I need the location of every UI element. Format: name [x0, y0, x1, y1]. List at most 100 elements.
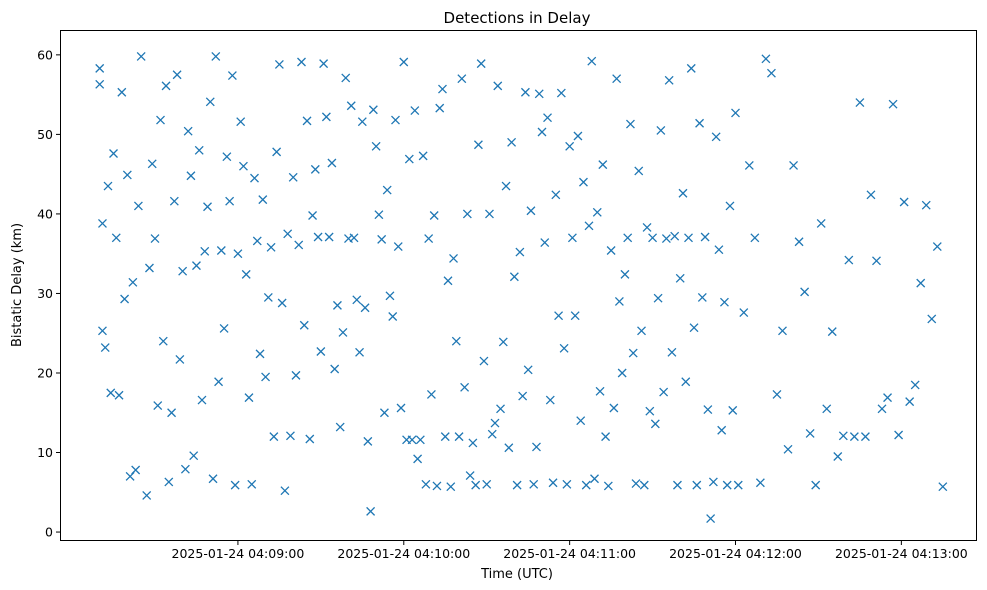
data-point: [255, 349, 265, 359]
data-point: [523, 365, 533, 375]
data-point: [266, 242, 276, 252]
data-point: [95, 63, 105, 73]
data-point: [744, 160, 754, 170]
data-point: [189, 451, 199, 461]
data-point: [197, 395, 207, 405]
data-point: [316, 347, 326, 356]
data-point: [413, 454, 423, 464]
data-point: [827, 327, 837, 337]
data-point: [120, 294, 130, 304]
data-point: [460, 382, 470, 392]
data-point: [471, 480, 481, 490]
data-point: [327, 158, 337, 168]
x-tick-label: 2025-01-24 04:11:00: [503, 546, 636, 561]
data-point: [634, 166, 644, 176]
data-point: [725, 201, 735, 211]
data-point: [211, 51, 221, 61]
data-point: [158, 336, 168, 346]
data-point: [349, 233, 359, 243]
data-point: [247, 479, 257, 489]
data-point: [377, 234, 387, 244]
data-point: [440, 432, 450, 442]
data-point: [520, 87, 530, 97]
data-point: [554, 311, 564, 321]
x-tick-label: 2025-01-24 04:13:00: [835, 546, 968, 561]
data-point: [703, 405, 713, 415]
data-point: [772, 389, 782, 399]
data-point: [230, 480, 240, 490]
data-point: [921, 200, 931, 210]
data-point: [175, 355, 185, 364]
data-point: [161, 81, 171, 91]
data-point: [501, 181, 511, 191]
data-point: [684, 233, 693, 243]
data-point: [451, 336, 461, 346]
data-point: [379, 408, 389, 418]
data-point: [631, 479, 641, 488]
data-point: [269, 432, 279, 442]
data-point: [518, 391, 528, 401]
data-point: [783, 444, 793, 454]
data-point: [822, 404, 832, 414]
data-point: [789, 160, 799, 170]
data-point: [200, 246, 210, 256]
data-point: [435, 103, 445, 113]
data-point: [366, 506, 376, 516]
data-point: [415, 435, 425, 445]
data-point: [465, 471, 475, 481]
data-point: [595, 386, 605, 396]
data-point: [681, 377, 691, 387]
data-point: [515, 247, 525, 257]
data-point: [169, 196, 179, 206]
data-point: [766, 68, 776, 78]
data-point: [280, 486, 290, 496]
data-point: [556, 88, 566, 98]
data-point: [288, 172, 298, 182]
data-point: [111, 233, 121, 243]
data-point: [457, 74, 467, 84]
data-point: [341, 73, 351, 83]
data-point: [164, 477, 174, 487]
data-point: [263, 292, 273, 302]
y-axis-label: Bistatic Delay (km): [10, 223, 25, 347]
data-point: [579, 177, 588, 187]
data-point: [238, 161, 248, 171]
data-point: [479, 356, 489, 366]
data-point: [462, 209, 472, 219]
data-point: [297, 57, 306, 67]
plot-frame: [60, 30, 977, 541]
data-point: [805, 428, 815, 438]
data-point: [540, 238, 550, 248]
data-point: [667, 347, 677, 357]
data-point: [587, 56, 597, 66]
data-point: [305, 434, 315, 444]
data-point: [719, 297, 729, 307]
data-point: [485, 209, 494, 219]
data-point: [650, 419, 660, 429]
data-point: [916, 278, 926, 288]
data-point: [299, 320, 309, 330]
data-point: [321, 112, 331, 122]
data-point: [214, 377, 224, 387]
data-point: [172, 70, 182, 80]
data-point: [426, 389, 436, 399]
data-point: [283, 229, 293, 239]
data-point: [244, 393, 254, 403]
data-point: [332, 300, 342, 310]
data-point: [576, 416, 586, 426]
y-tick-label: 40: [37, 206, 53, 221]
data-point: [532, 442, 541, 452]
data-point: [811, 480, 821, 490]
data-point: [285, 431, 295, 441]
data-point: [778, 326, 787, 336]
data-point: [374, 210, 384, 220]
data-point: [844, 255, 854, 265]
data-point: [894, 430, 904, 440]
data-point: [686, 63, 696, 73]
data-point: [100, 343, 110, 352]
data-point: [147, 159, 157, 169]
data-point: [258, 195, 268, 205]
data-point: [567, 233, 577, 243]
data-point: [310, 164, 320, 174]
y-tick-label: 0: [45, 525, 53, 540]
